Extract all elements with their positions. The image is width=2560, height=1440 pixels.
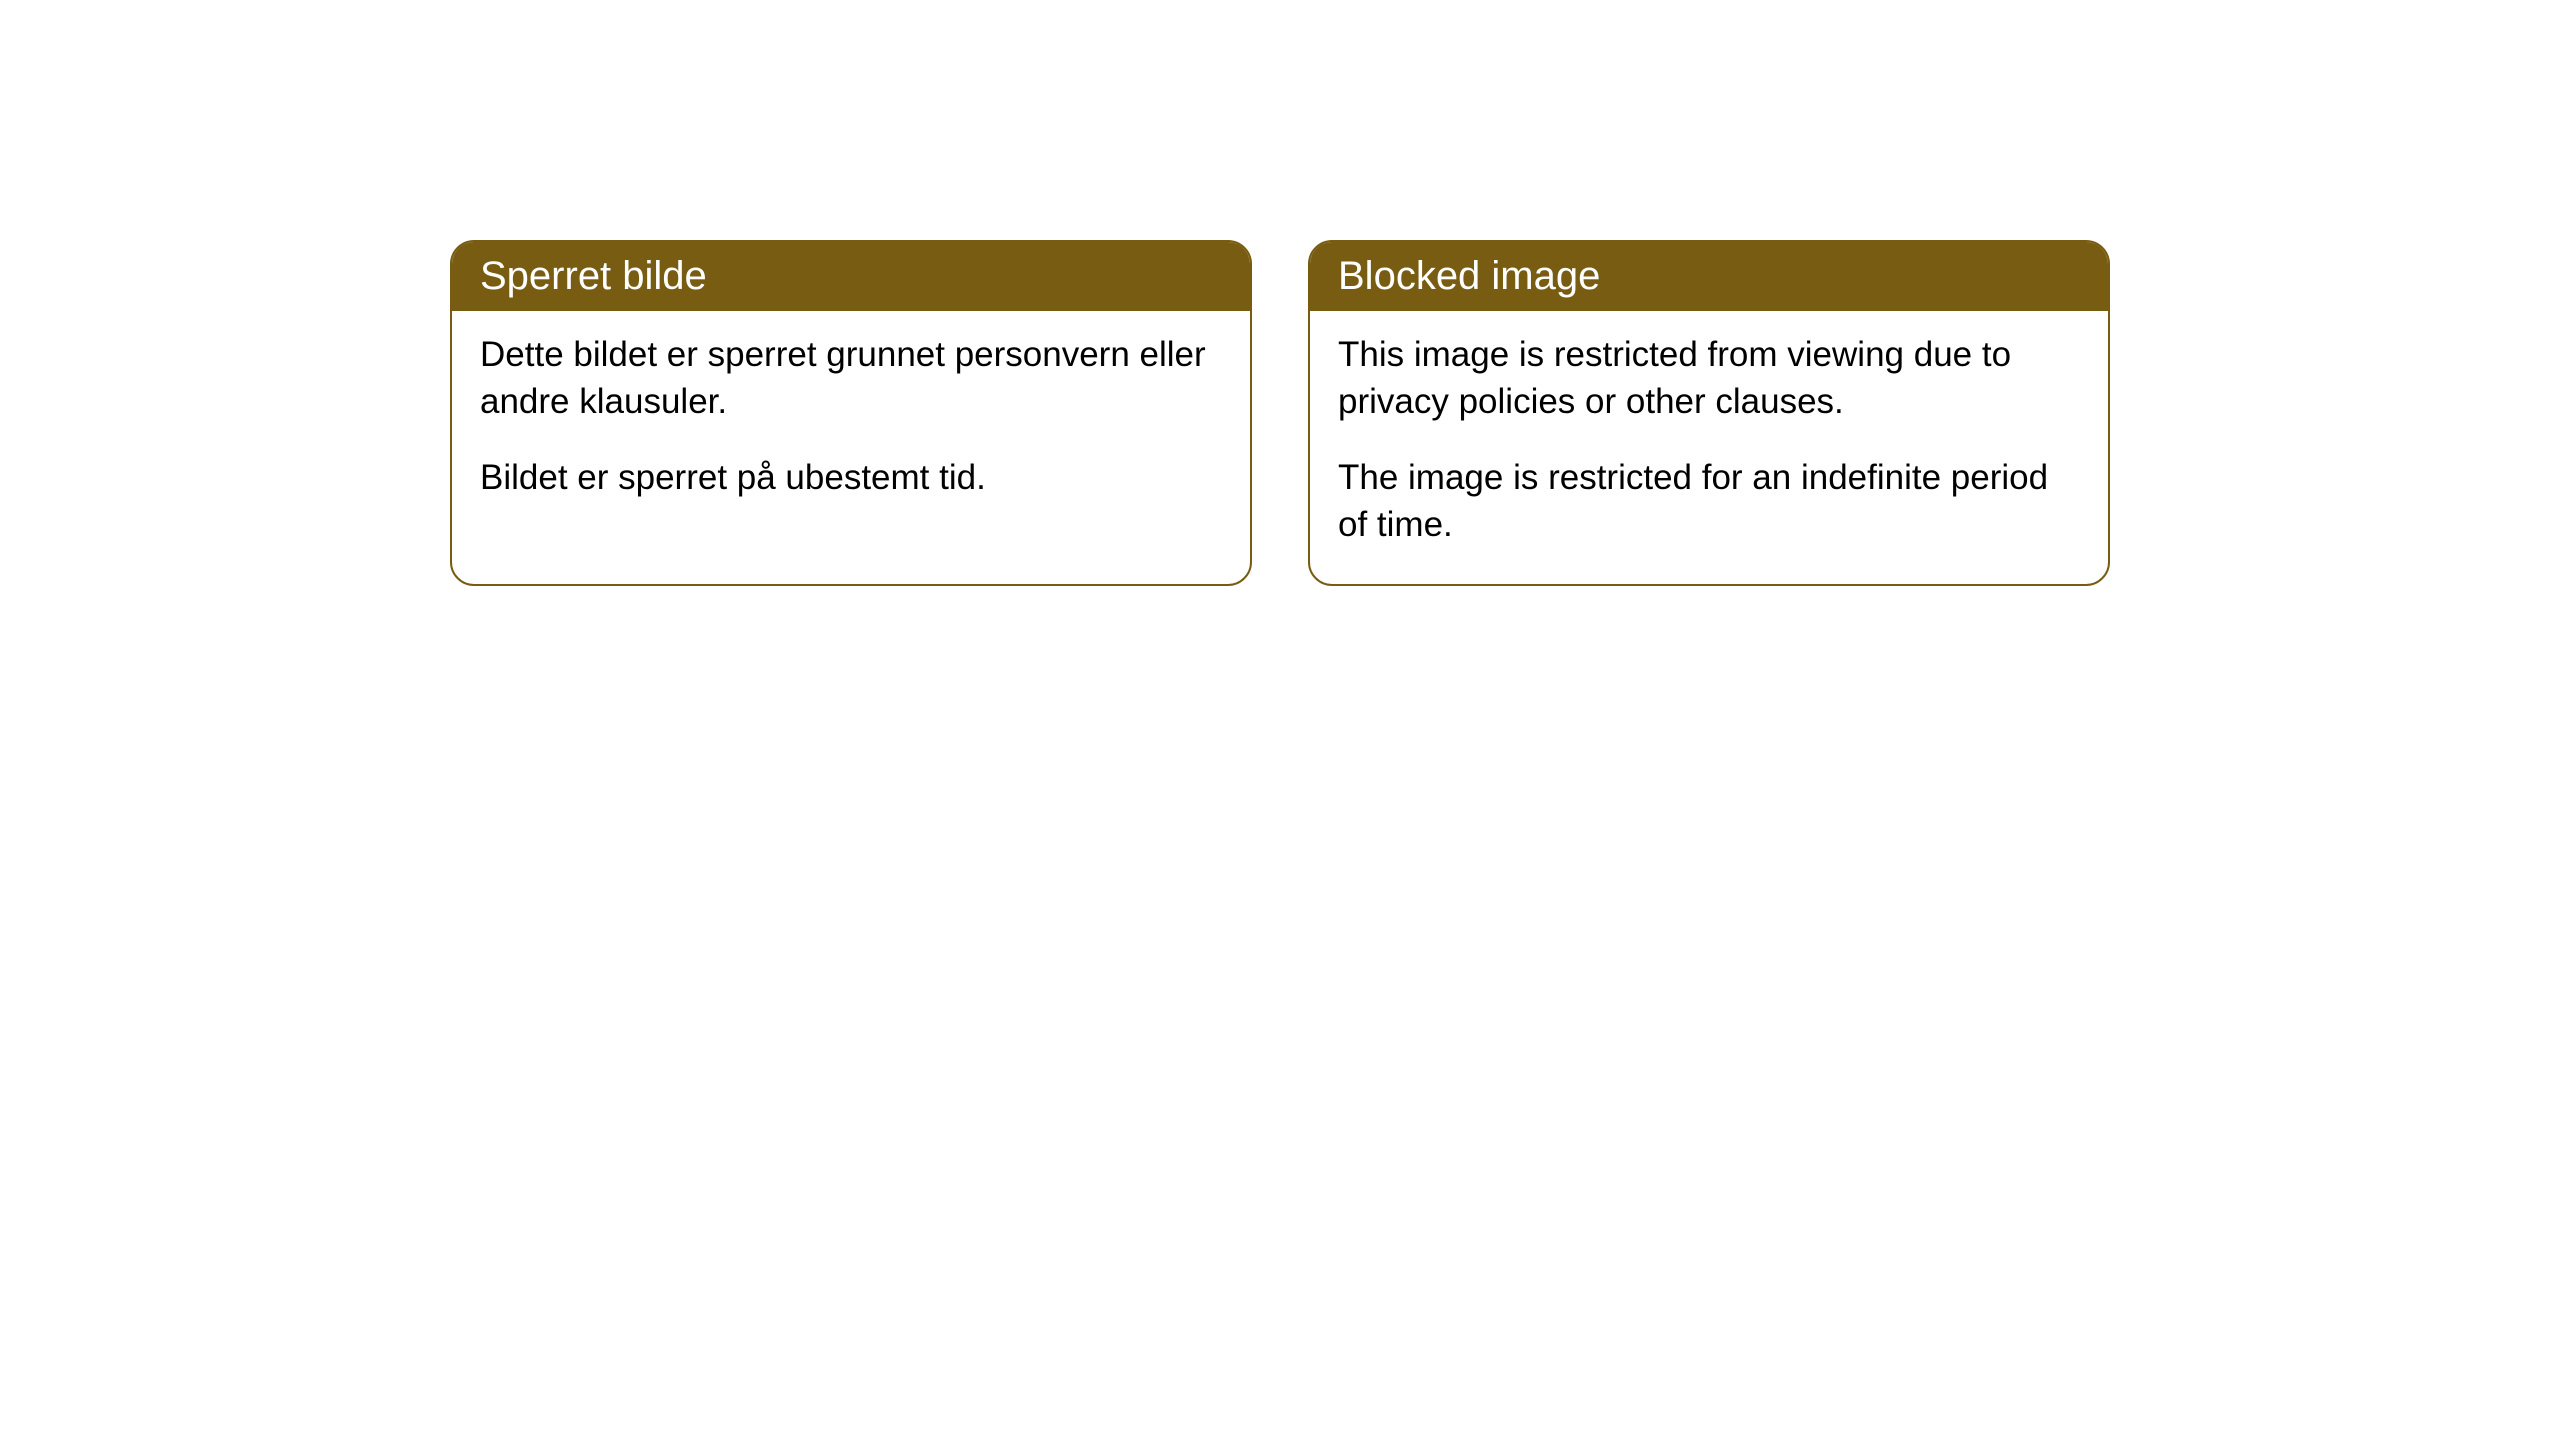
- card-body-en: This image is restricted from viewing du…: [1310, 311, 2108, 584]
- blocked-image-card-no: Sperret bilde Dette bildet er sperret gr…: [450, 240, 1252, 586]
- card-body-no: Dette bildet er sperret grunnet personve…: [452, 311, 1250, 561]
- card-header-en: Blocked image: [1310, 242, 2108, 311]
- card-header-no: Sperret bilde: [452, 242, 1250, 311]
- card-paragraph: This image is restricted from viewing du…: [1338, 331, 2080, 426]
- card-paragraph: Bildet er sperret på ubestemt tid.: [480, 454, 1222, 501]
- card-paragraph: Dette bildet er sperret grunnet personve…: [480, 331, 1222, 426]
- blocked-image-card-en: Blocked image This image is restricted f…: [1308, 240, 2110, 586]
- notice-container: Sperret bilde Dette bildet er sperret gr…: [450, 240, 2560, 586]
- card-paragraph: The image is restricted for an indefinit…: [1338, 454, 2080, 549]
